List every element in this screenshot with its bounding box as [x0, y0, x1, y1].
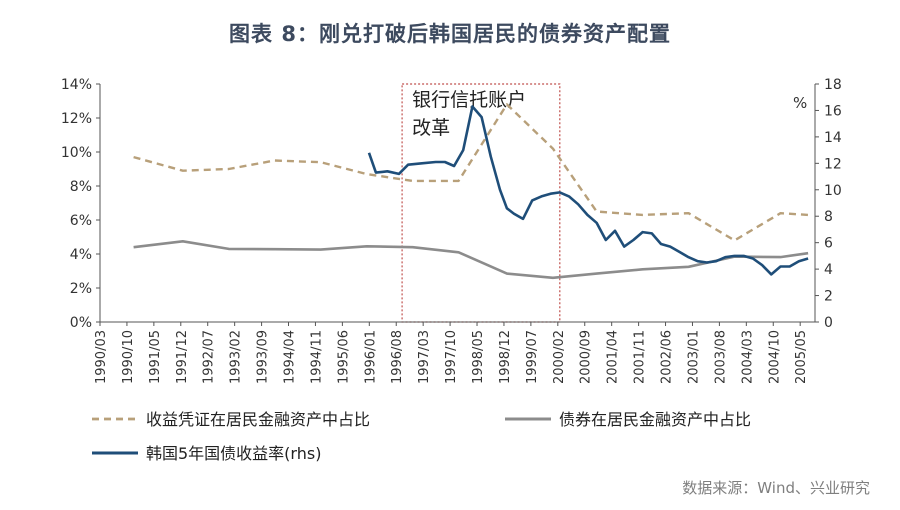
legend-label-0: 收益凭证在居民金融资产中占比	[146, 410, 370, 429]
legend-label-1: 债券在居民金融资产中占比	[559, 410, 751, 429]
x-tick-label: 2000/09	[579, 330, 594, 384]
x-tick-label: 1993/09	[256, 330, 271, 384]
legend-label-2: 韩国5年国债收益率(rhs)	[146, 444, 321, 463]
right-tick-label: 12	[824, 156, 842, 172]
x-tick-label: 1998/05	[471, 330, 486, 384]
axes-layer: 0% 2% 4% 6% 8% 10% 12% 14% 0 2 4 6 8 10 12 14 16 18% 1990/…	[61, 77, 842, 384]
x-tick-label: 2004/03	[740, 330, 755, 384]
right-axis-unit: %	[793, 94, 807, 112]
x-tick-label: 1991/12	[175, 330, 190, 384]
series-line-0	[133, 103, 809, 242]
x-tick-label: 1995/06	[336, 330, 351, 384]
series-layer	[133, 103, 809, 280]
x-tick-label: 2001/04	[606, 330, 621, 384]
right-tick-label: 14	[824, 130, 842, 146]
right-tick-label: 2	[824, 289, 833, 305]
x-tick-label: 1990/03	[94, 330, 109, 384]
x-tick-label: 2003/08	[713, 330, 728, 384]
x-tick-label: 1998/12	[498, 330, 513, 384]
left-tick-label: 10%	[61, 145, 92, 161]
x-tick-label: 1994/11	[309, 330, 324, 384]
x-tick-label: 1997/10	[444, 330, 459, 384]
right-tick-label: 4	[824, 262, 833, 278]
x-tick-label: 1994/04	[283, 330, 298, 384]
x-tick-label: 2005/05	[794, 330, 809, 384]
left-tick-label: 2%	[70, 281, 92, 297]
right-tick-label: 18	[824, 77, 842, 93]
x-tick-label: 2000/02	[552, 330, 567, 384]
x-tick-label: 2004/10	[767, 330, 782, 384]
x-tick-label: 2003/01	[686, 330, 701, 384]
left-tick-label: 4%	[70, 247, 92, 263]
annotation-box	[401, 83, 561, 323]
x-tick-label: 1996/08	[390, 330, 405, 384]
series-line-2	[367, 105, 809, 276]
annotation-label: 改革	[412, 117, 450, 139]
right-tick-label: 10	[824, 183, 842, 199]
left-tick-label: 14%	[61, 77, 92, 93]
left-tick-label: 8%	[70, 179, 92, 195]
x-tick-label: 1999/07	[525, 330, 540, 384]
x-tick-label: 1997/03	[417, 330, 432, 384]
chart-title: 图表 8：刚兑打破后韩国居民的债券资产配置	[229, 22, 671, 46]
x-tick-label: 1992/07	[202, 330, 217, 384]
x-tick-label: 1993/02	[229, 330, 244, 384]
right-tick-label: 8	[824, 209, 833, 225]
series-line-1	[133, 240, 809, 280]
right-tick-label: 0	[824, 315, 833, 331]
annotation-label: 银行信托账户	[412, 89, 526, 111]
x-tick-label: 2002/06	[660, 330, 675, 384]
right-tick-label: 16	[824, 103, 842, 119]
x-tick-label: 1996/01	[363, 330, 378, 384]
source-note: 数据来源：Wind、兴业研究	[682, 479, 870, 497]
x-tick-label: 1990/10	[121, 330, 136, 384]
left-tick-label: 0%	[70, 315, 92, 331]
left-tick-label: 6%	[70, 213, 92, 229]
x-tick-label: 2001/11	[633, 330, 648, 384]
x-tick-label: 1991/05	[148, 330, 163, 384]
right-tick-label: 6	[824, 236, 833, 252]
left-tick-label: 12%	[61, 111, 92, 127]
